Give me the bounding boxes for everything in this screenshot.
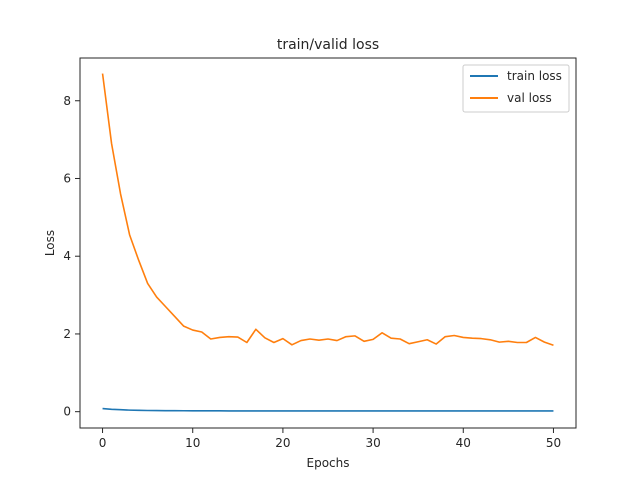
chart-title: train/valid loss [277, 37, 379, 53]
x-tick-label: 10 [185, 436, 200, 450]
y-axis-label: Loss [43, 230, 57, 256]
legend-label-train-loss: train loss [507, 69, 562, 83]
y-tick-label: 2 [63, 327, 71, 341]
y-tick-label: 8 [63, 94, 71, 108]
x-tick-label: 20 [275, 436, 290, 450]
y-tick-label: 4 [63, 249, 71, 263]
x-axis-ticks: 0 10 20 30 40 50 [99, 428, 561, 450]
y-tick-label: 0 [63, 405, 71, 419]
y-axis-ticks: 0 2 4 6 8 [63, 94, 80, 419]
series-line-val-loss [101, 73, 554, 346]
plot-lines [101, 73, 554, 412]
x-tick-label: 40 [456, 436, 471, 450]
legend: train loss val loss [462, 64, 570, 113]
x-tick-label: 30 [365, 436, 380, 450]
x-axis-label: Epochs [307, 456, 350, 470]
legend-label-val-loss: val loss [507, 91, 552, 105]
y-tick-label: 6 [63, 171, 71, 185]
series-line-train-loss [102, 407, 554, 412]
plot-frame [79, 57, 577, 429]
x-tick-label: 0 [99, 436, 107, 450]
x-tick-label: 50 [546, 436, 561, 450]
